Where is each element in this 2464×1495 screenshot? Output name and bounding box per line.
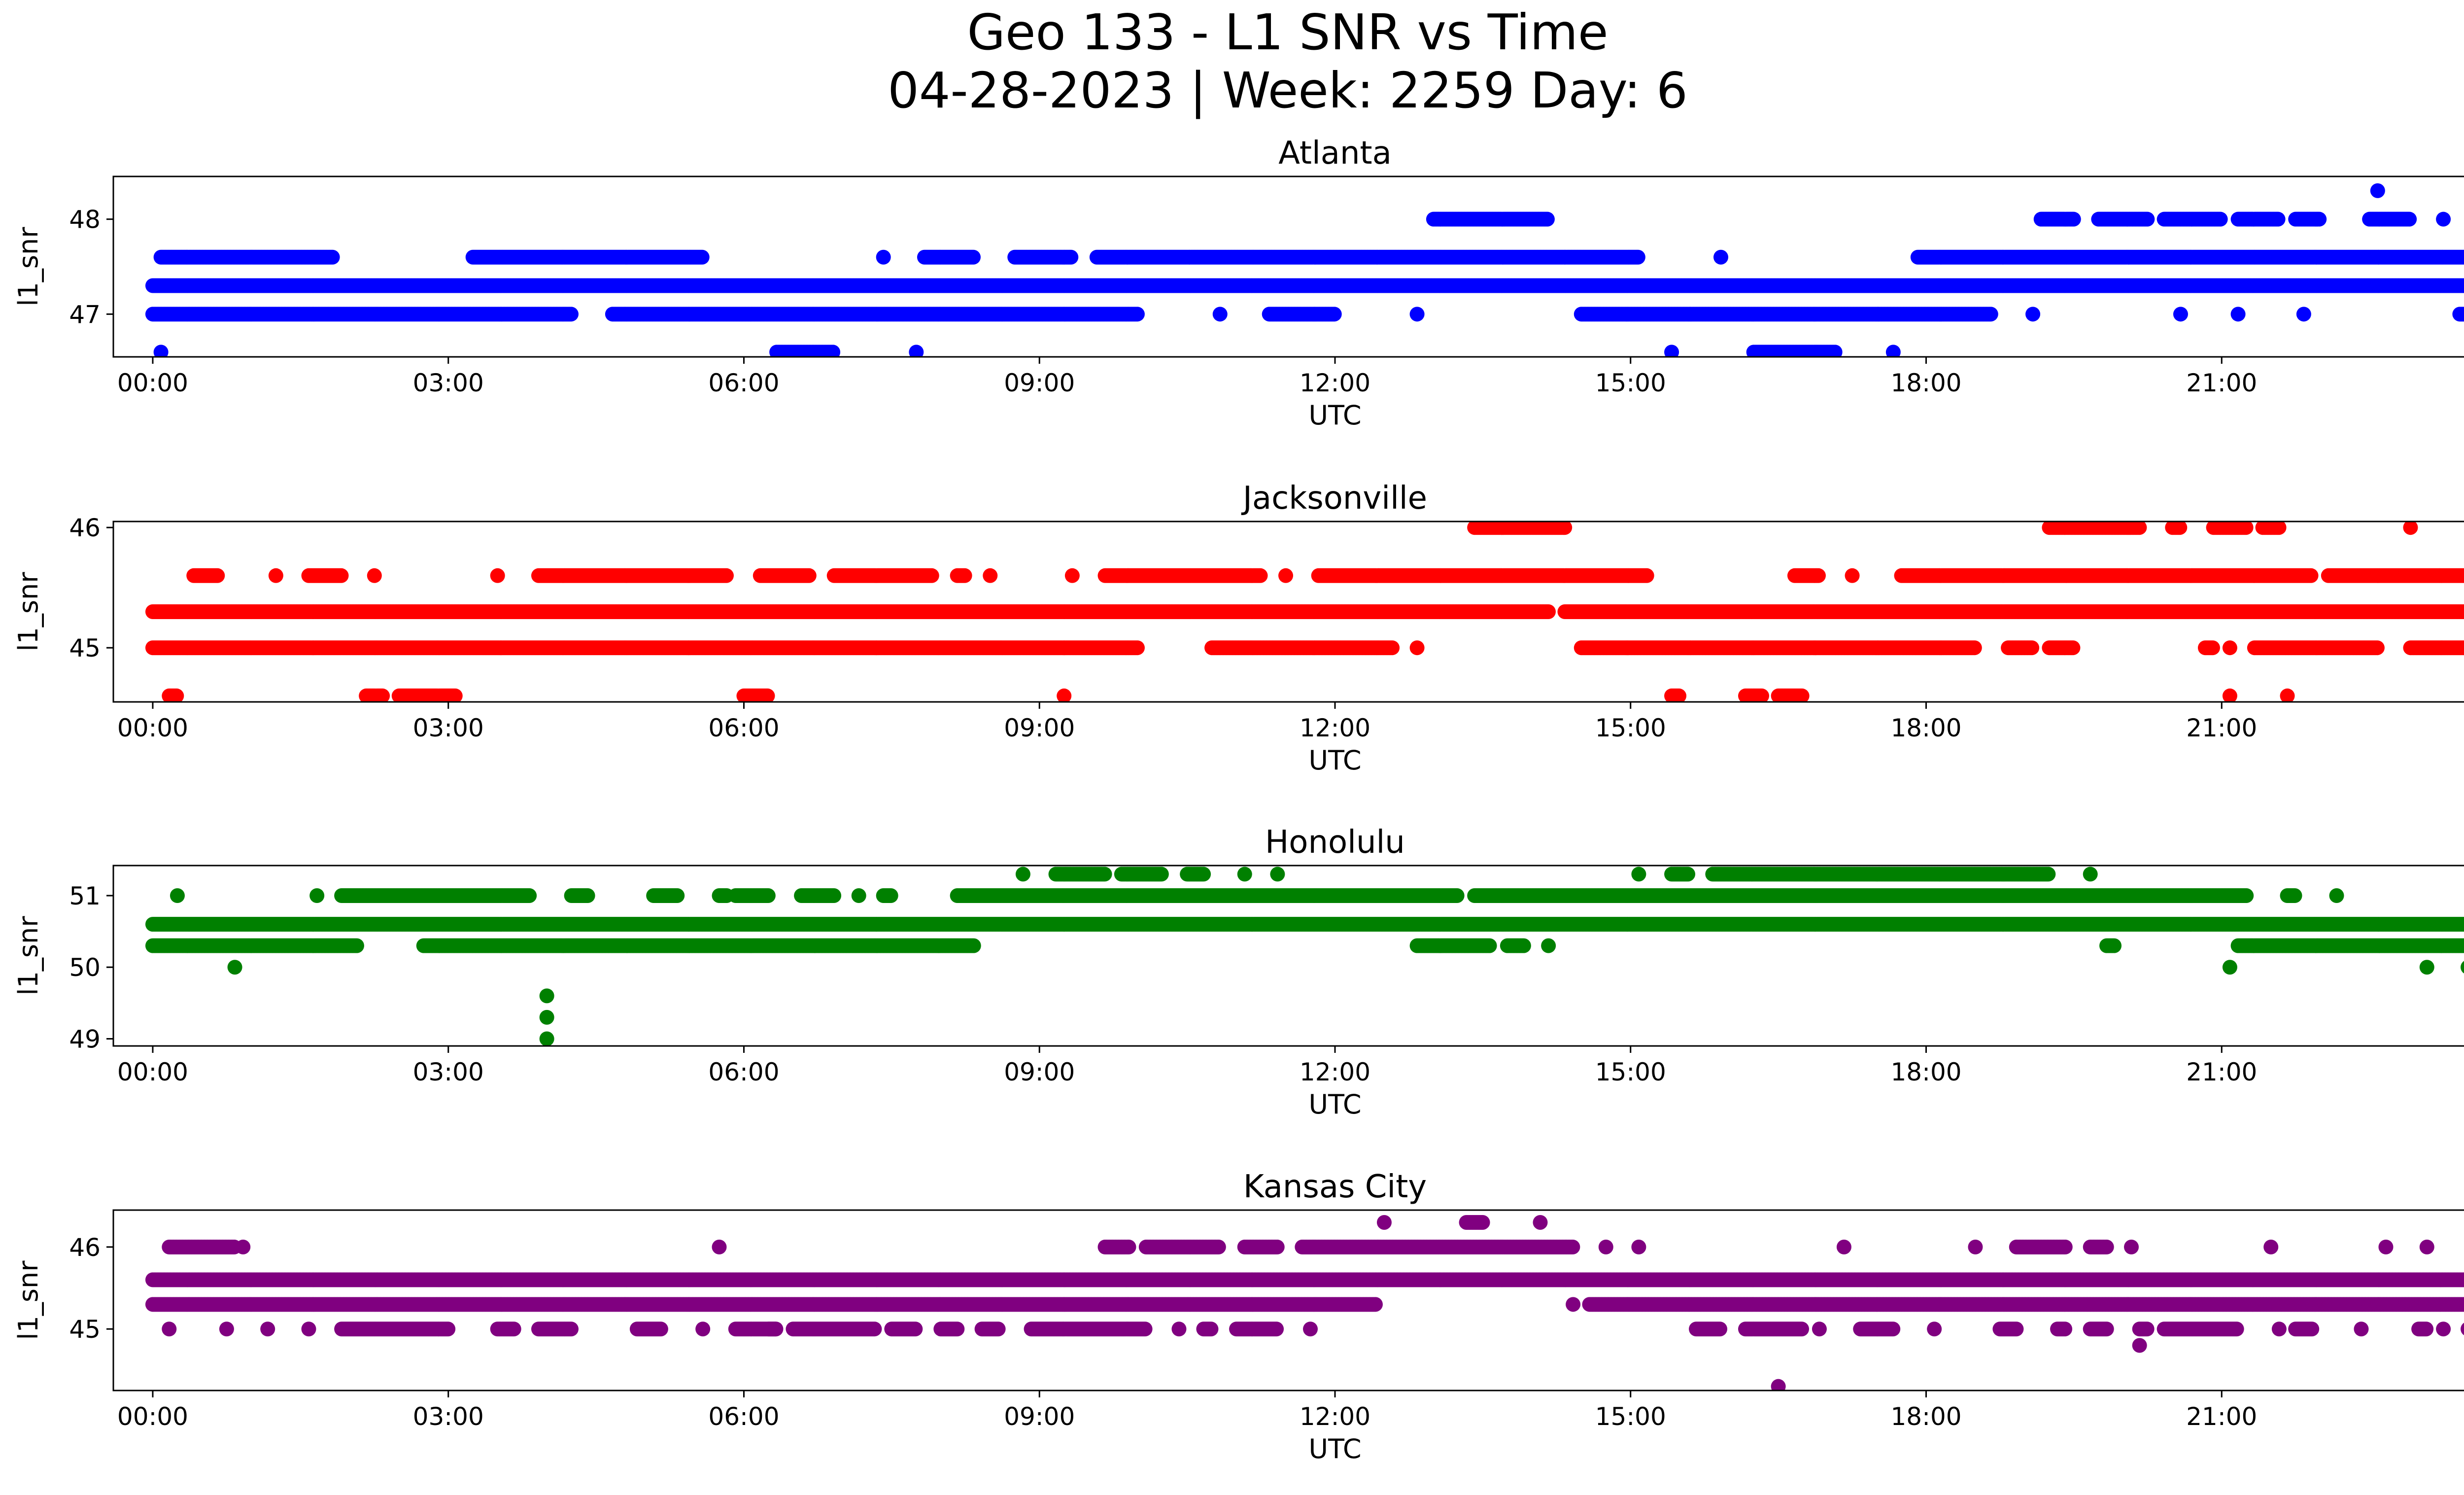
data-point [1713, 249, 1729, 265]
data-point [1540, 211, 1555, 227]
x-tick-label: 21:00 [2186, 369, 2257, 397]
data-point [966, 249, 981, 265]
subplot-title: Jacksonville [1241, 480, 1427, 517]
x-tick-label: 09:00 [1004, 369, 1075, 397]
data-point [2066, 211, 2081, 227]
subplot-panels: Atlanta 00:00 03:00 06:00 09:00 12:00 15:00 18:… [13, 135, 2464, 1464]
data-point [1129, 307, 1145, 322]
data-point [1409, 307, 1425, 322]
data-point [1327, 307, 1342, 322]
data-point [2270, 211, 2286, 227]
figure-title-line-2: 04-28-2023 | Week: 2259 Day: 6 [888, 62, 1687, 119]
y-axis-label: l1_snr [13, 227, 44, 307]
data-point [876, 249, 891, 265]
y-tick-label: 47 [69, 300, 101, 329]
x-tick-label: 03:00 [413, 369, 484, 397]
data-point [2436, 211, 2451, 227]
data-point [2173, 307, 2188, 322]
y-tick-label: 48 [69, 206, 101, 234]
scatter-series [145, 604, 2464, 619]
data-point [694, 249, 710, 265]
data-point [1983, 307, 1998, 322]
x-tick-label: 18:00 [1890, 369, 1961, 397]
data-point [2213, 211, 2228, 227]
data-point [2462, 280, 2464, 291]
data-point [2296, 307, 2311, 322]
data-point [1063, 249, 1079, 265]
x-axis-label: UTC [1308, 400, 1361, 431]
data-point [1630, 249, 1645, 265]
data-point [2230, 307, 2246, 322]
subplot-atlanta: Atlanta 00:00 03:00 06:00 09:00 12:00 15:00 18:… [13, 135, 2464, 431]
data-point [2370, 183, 2385, 198]
subplot-title: Atlanta [1278, 135, 1392, 172]
scatter-series [153, 249, 2464, 265]
scatter-series [2370, 183, 2385, 198]
scatter-series [145, 278, 2464, 293]
x-tick-label: 12:00 [1300, 369, 1370, 397]
data-point [2025, 307, 2041, 322]
data-point [2402, 211, 2417, 227]
figure-title-line-1: Geo 133 - L1 SNR vs Time [967, 3, 1608, 61]
data-point [1212, 307, 1228, 322]
x-tick-label: 06:00 [708, 369, 779, 397]
data-point [2312, 211, 2327, 227]
data-point [563, 307, 579, 322]
x-tick-label: 00:00 [117, 369, 188, 397]
scatter-points [145, 183, 2464, 357]
x-tick-label: 15:00 [1595, 369, 1666, 397]
data-point [325, 249, 340, 265]
data-point [2140, 211, 2155, 227]
